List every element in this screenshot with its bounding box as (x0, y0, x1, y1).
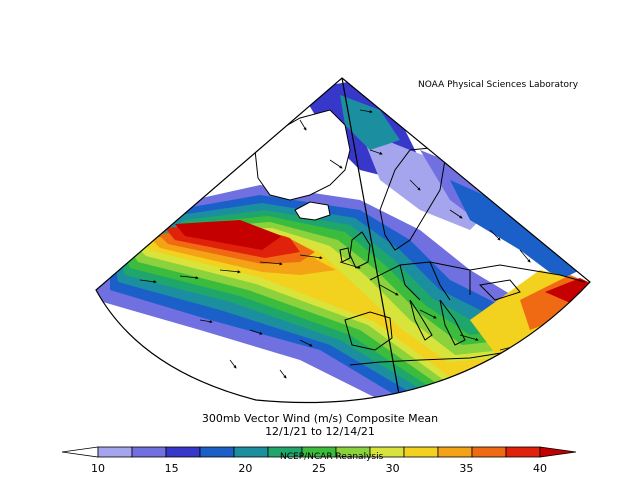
colorbar-tick-label: 40 (533, 462, 547, 475)
colorbar-segment (165, 446, 201, 458)
colorbar-tick-label: 25 (312, 462, 326, 475)
organization-label: NOAA Physical Sciences Laboratory (418, 80, 579, 90)
colorbar (61, 446, 577, 458)
date-range: 12/1/21 to 12/14/21 (265, 425, 375, 438)
colorbar-tick-label: 20 (238, 462, 253, 475)
colorbar-segment (97, 446, 133, 458)
colorbar-segment (233, 446, 269, 458)
colorbar-segment (437, 446, 473, 458)
colorbar-right-triangle (539, 446, 577, 458)
colorbar-segment (131, 446, 167, 458)
colorbar-tick-label: 35 (459, 462, 474, 475)
colorbar-segment (199, 446, 235, 458)
map-title: 300mb Vector Wind (m/s) Composite Mean (201, 412, 439, 425)
colorbar-segment (471, 446, 507, 458)
colorbar-tick-label: 30 (385, 462, 400, 475)
colorbar-tick-label: 15 (164, 462, 179, 475)
colorbar-left-triangle (61, 446, 99, 458)
wind-vectors (139, 109, 561, 379)
map-sector-outline (95, 77, 591, 404)
colorbar-segment (403, 446, 439, 458)
credit-label: NCEP/NCAR Reanalysis (280, 452, 384, 462)
colorbar-segment (505, 446, 541, 458)
colorbar-tick-label: 10 (91, 462, 105, 475)
